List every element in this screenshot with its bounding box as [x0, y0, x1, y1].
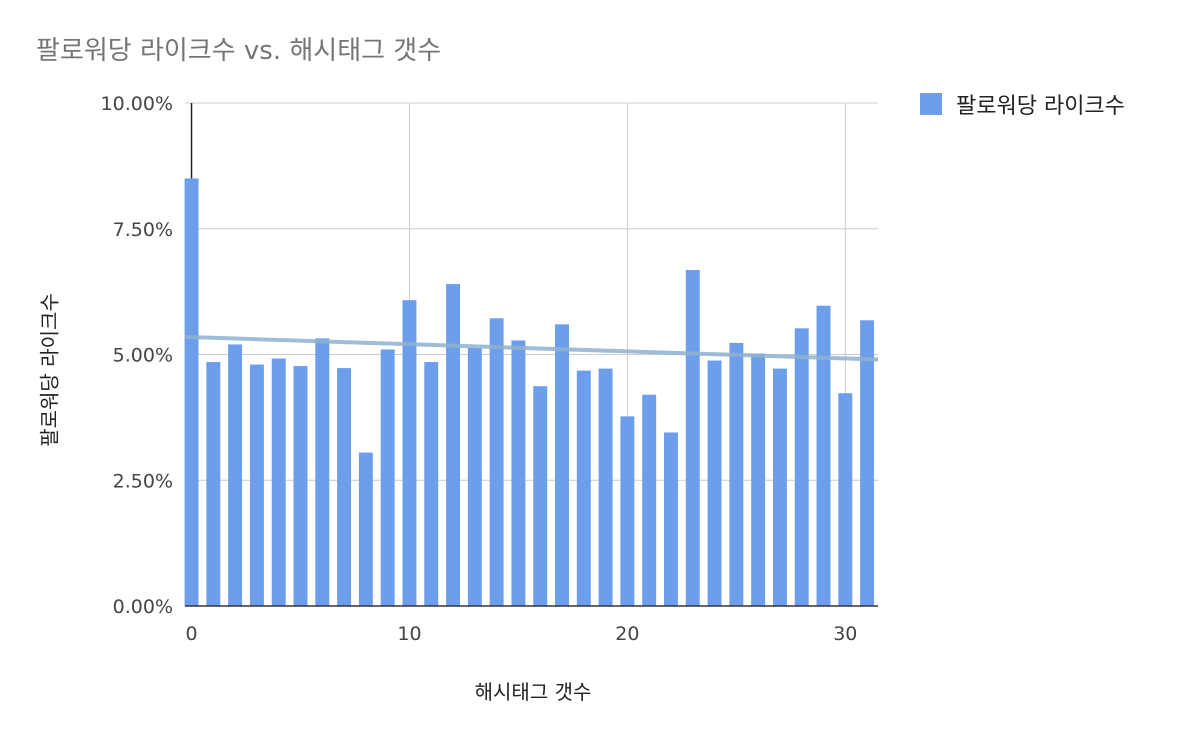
x-tick-label: 20 [615, 623, 639, 645]
y-tick-label: 0.00% [113, 596, 173, 618]
bar [337, 368, 352, 606]
bars [184, 178, 875, 606]
bar [860, 320, 875, 606]
bar [402, 300, 417, 606]
bar [576, 370, 591, 606]
y-tick-label: 7.50% [113, 219, 173, 241]
trendline [184, 334, 879, 362]
bar [228, 344, 243, 606]
bar [315, 338, 330, 606]
bar [751, 353, 766, 606]
x-axis-label: 해시태그 갯수 [474, 680, 592, 704]
trendline-group [184, 103, 879, 362]
bar [729, 342, 744, 606]
bar [511, 340, 526, 606]
bar [467, 347, 482, 606]
bar [598, 368, 613, 606]
chart-title: 팔로워당 라이크수 vs. 해시태그 갯수 [36, 36, 442, 66]
legend-swatch [920, 93, 942, 115]
bar [446, 284, 461, 606]
x-tick-label: 10 [397, 623, 421, 645]
bar [838, 393, 853, 606]
bar [249, 364, 264, 606]
bar [772, 368, 787, 606]
bar [293, 366, 308, 606]
x-tick-label: 0 [185, 623, 197, 645]
legend[interactable]: 팔로워당 라이크수 [920, 88, 1125, 120]
bar [555, 324, 569, 606]
bar [424, 362, 439, 606]
y-tick-label: 5.00% [113, 345, 173, 367]
bar [685, 269, 700, 606]
bar [533, 386, 548, 606]
legend-label: 팔로워당 라이크수 [956, 94, 1125, 119]
x-tick-label: 30 [833, 623, 857, 645]
y-tick-label: 2.50% [113, 470, 173, 492]
tick-labels: 0.00% 2.50% 5.00% 7.50% 10.00% 0 10 20 30 [101, 93, 858, 645]
y-tick-label: 10.00% [101, 93, 173, 115]
bar [206, 362, 221, 606]
bar [380, 349, 395, 606]
bar [184, 178, 199, 606]
bar [642, 394, 657, 606]
bar [794, 328, 809, 606]
bar [663, 432, 678, 606]
bar [271, 358, 286, 606]
bar [707, 360, 722, 606]
bar [620, 416, 635, 606]
bar [489, 318, 504, 606]
bar [358, 452, 373, 606]
bar [816, 305, 831, 606]
